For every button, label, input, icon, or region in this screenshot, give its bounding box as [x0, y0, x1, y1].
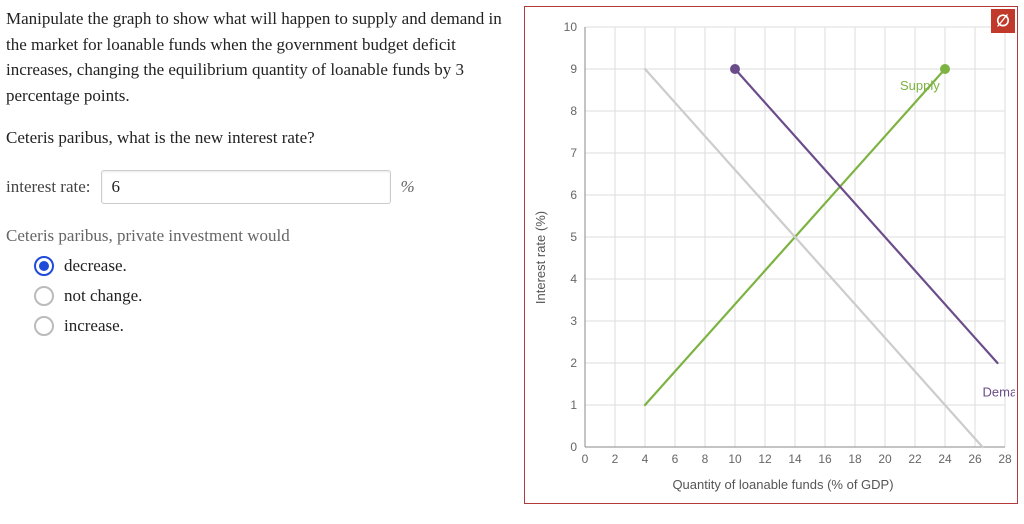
reset-button[interactable]: ∅: [991, 9, 1015, 33]
svg-text:Supply: Supply: [900, 78, 940, 93]
svg-text:0: 0: [570, 440, 577, 454]
radio-option[interactable]: decrease.: [34, 256, 504, 276]
svg-text:4: 4: [570, 272, 577, 286]
svg-text:20: 20: [878, 452, 892, 466]
svg-text:6: 6: [672, 452, 679, 466]
svg-text:22: 22: [908, 452, 922, 466]
svg-text:6: 6: [570, 188, 577, 202]
radio-option[interactable]: not change.: [34, 286, 504, 306]
radio-icon: [34, 316, 54, 336]
svg-text:24: 24: [938, 452, 952, 466]
reset-icon: ∅: [996, 11, 1010, 31]
radio-option[interactable]: increase.: [34, 316, 504, 336]
y-axis-label: Interest rate (%): [534, 210, 549, 303]
svg-text:9: 9: [570, 62, 577, 76]
radio-label: not change.: [64, 286, 142, 306]
y-axis-label-wrap: Interest rate (%): [531, 17, 551, 497]
x-axis-label: Quantity of loanable funds (% of GDP): [551, 477, 1015, 492]
interest-rate-label: interest rate:: [6, 177, 91, 197]
svg-text:4: 4: [642, 452, 649, 466]
svg-text:5: 5: [570, 230, 577, 244]
investment-options: decrease. not change. increase.: [6, 256, 504, 336]
svg-text:0: 0: [582, 452, 589, 466]
svg-text:10: 10: [728, 452, 742, 466]
svg-text:7: 7: [570, 146, 577, 160]
investment-question: Ceteris paribus, private investment woul…: [6, 226, 504, 246]
radio-icon: [34, 256, 54, 276]
radio-label: decrease.: [64, 256, 127, 276]
svg-text:26: 26: [968, 452, 982, 466]
interest-rate-unit: %: [401, 177, 415, 197]
svg-text:10: 10: [564, 20, 578, 34]
svg-text:3: 3: [570, 314, 577, 328]
svg-text:Demand: Demand: [983, 385, 1016, 400]
svg-text:2: 2: [570, 356, 577, 370]
radio-icon: [34, 286, 54, 306]
chart-panel: ∅ Interest rate (%) 02468101214161820222…: [524, 6, 1018, 504]
svg-text:12: 12: [758, 452, 772, 466]
svg-text:14: 14: [788, 452, 802, 466]
interest-rate-row: interest rate: %: [6, 170, 504, 204]
svg-text:1: 1: [570, 398, 577, 412]
svg-text:18: 18: [848, 452, 862, 466]
svg-text:8: 8: [702, 452, 709, 466]
svg-text:2: 2: [612, 452, 619, 466]
radio-label: increase.: [64, 316, 124, 336]
interest-rate-input[interactable]: [101, 170, 391, 204]
svg-text:16: 16: [818, 452, 832, 466]
svg-text:8: 8: [570, 104, 577, 118]
question-subprompt: Ceteris paribus, what is the new interes…: [6, 128, 504, 148]
question-panel: Manipulate the graph to show what will h…: [6, 6, 514, 504]
chart-plot[interactable]: 0246810121416182022242628012345678910Sup…: [551, 17, 1015, 475]
question-prompt: Manipulate the graph to show what will h…: [6, 6, 504, 108]
svg-text:28: 28: [998, 452, 1012, 466]
